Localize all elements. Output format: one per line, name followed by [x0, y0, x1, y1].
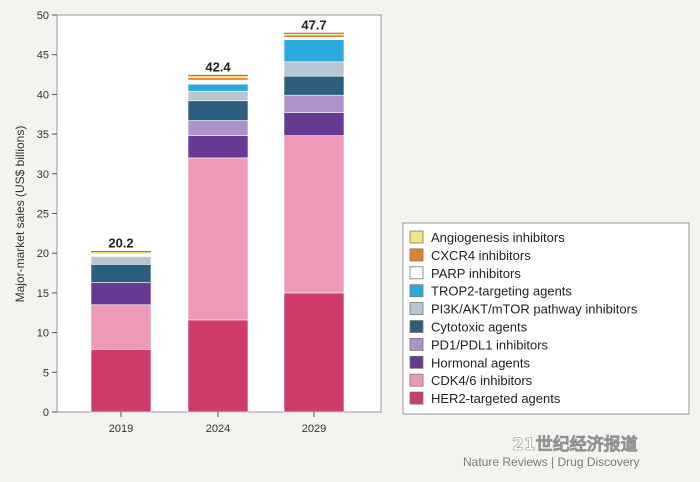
y-tick-label: 35 — [37, 129, 49, 141]
total-label-2029: 47.7 — [301, 17, 326, 32]
y-tick-label: 15 — [37, 288, 49, 300]
bar-segment-her2-targeted-agents-2024 — [187, 319, 249, 413]
x-tick-label-2024: 2024 — [206, 423, 230, 435]
bar-segment-hormonal-agents-2024 — [187, 135, 249, 159]
legend-swatch-pi3k-akt-mtor-pathway-inhibitors — [409, 302, 424, 316]
bar-segment-cxcr4-inhibitors-2024 — [187, 77, 249, 81]
bar-segment-hormonal-agents-2019 — [90, 282, 152, 306]
legend-box — [402, 222, 690, 415]
legend-label-angiogenesis-inhibitors: Angiogenesis inhibitors — [431, 230, 565, 245]
legend-label-pi3k-akt-mtor-pathway-inhibitors: PI3K/AKT/mTOR pathway inhibitors — [431, 302, 638, 317]
x-tick-label-2029: 2029 — [302, 423, 326, 435]
bar-segment-her2-targeted-agents-2029 — [283, 292, 345, 413]
total-label-2019: 20.2 — [108, 236, 133, 251]
bar-segment-cytotoxic-agents-2019 — [90, 264, 152, 283]
bar-segment-cdk4-6-inhibitors-2019 — [90, 304, 152, 350]
legend-label-pd1-pdl1-inhibitors: PD1/PDL1 inhibitors — [431, 337, 549, 352]
legend-swatch-cytotoxic-agents — [409, 320, 424, 333]
y-tick-label: 40 — [37, 89, 49, 101]
legend-label-cytotoxic-agents: Cytotoxic agents — [431, 320, 528, 335]
y-tick-label: 10 — [37, 328, 49, 340]
legend-swatch-pd1-pdl1-inhibitors — [409, 337, 424, 351]
bar-segment-pd1-pdl1-inhibitors-2024 — [187, 120, 249, 136]
bar-segment-hormonal-agents-2029 — [283, 112, 345, 136]
legend: Angiogenesis inhibitors CXCR4 inhibitors P… — [409, 230, 638, 406]
bar-segment-parp-inhibitors-2029 — [283, 36, 345, 40]
legend-label-her2-targeted-agents: HER2-targeted agents — [431, 391, 561, 406]
y-axis-title: Major-market sales (US$ billions) — [13, 126, 27, 303]
bar-segment-pi3k-akt-mtor-pathway-inhibitors-2029 — [283, 61, 345, 77]
legend-swatch-her2-targeted-agents — [409, 391, 424, 405]
bar-segment-cdk4-6-inhibitors-2024 — [187, 157, 249, 321]
bar-segment-parp-inhibitors-2024 — [187, 79, 249, 85]
y-tick-label: 0 — [43, 407, 49, 419]
y-tick-label: 20 — [37, 248, 49, 260]
bars-group — [90, 32, 345, 413]
watermark: 21世纪经济报道 — [512, 434, 638, 455]
bar-segment-her2-targeted-agents-2019 — [90, 348, 152, 413]
legend-label-cdk4-6-inhibitors: CDK4/6 inhibitors — [431, 373, 533, 388]
y-tick-label: 5 — [43, 367, 49, 379]
legend-swatch-cxcr4-inhibitors — [409, 248, 424, 262]
bar-segment-cxcr4-inhibitors-2029 — [283, 34, 345, 38]
bar-segment-pi3k-akt-mtor-pathway-inhibitors-2019 — [90, 256, 152, 265]
bar-segment-trop2-targeting-agents-2029 — [283, 39, 345, 63]
bar-segment-cytotoxic-agents-2024 — [187, 100, 249, 121]
legend-swatch-parp-inhibitors — [409, 266, 424, 280]
bar-totals: 20.2 42.4 47.7 — [108, 17, 326, 250]
y-tick-label: 45 — [37, 50, 49, 62]
x-axis-labels: 2019 2024 2029 — [109, 412, 326, 435]
y-axis-ticks: 0 5 10 15 20 25 30 35 40 45 50 — [37, 10, 57, 419]
legend-swatch-cdk4-6-inhibitors — [409, 373, 424, 387]
bar-segment-pi3k-akt-mtor-pathway-inhibitors-2024 — [187, 90, 249, 102]
legend-swatch-angiogenesis-inhibitors — [409, 230, 424, 244]
legend-label-cxcr4-inhibitors: CXCR4 inhibitors — [431, 248, 531, 263]
bar-segment-pd1-pdl1-inhibitors-2029 — [283, 94, 345, 113]
footer: Nature Reviews | Drug Discovery 21世纪经济报道 — [463, 434, 640, 469]
legend-label-hormonal-agents: Hormonal agents — [431, 355, 530, 370]
total-label-2024: 42.4 — [205, 59, 231, 74]
y-tick-label: 30 — [37, 169, 49, 181]
legend-label-parp-inhibitors: PARP inhibitors — [431, 266, 521, 281]
bar-segment-cytotoxic-agents-2029 — [283, 75, 345, 96]
legend-swatch-trop2-targeting-agents — [409, 284, 424, 298]
source-credit: Nature Reviews | Drug Discovery — [463, 455, 640, 469]
y-tick-label: 25 — [37, 209, 49, 221]
legend-label-trop2-targeting-agents: TROP2-targeting agents — [431, 284, 572, 299]
bar-segment-trop2-targeting-agents-2024 — [187, 83, 249, 92]
legend-swatch-hormonal-agents — [409, 355, 424, 369]
bar-segment-cdk4-6-inhibitors-2029 — [283, 135, 345, 294]
y-tick-label: 50 — [37, 10, 49, 22]
x-tick-label-2019: 2019 — [109, 423, 133, 435]
bar-segment-parp-inhibitors-2019 — [90, 253, 152, 257]
